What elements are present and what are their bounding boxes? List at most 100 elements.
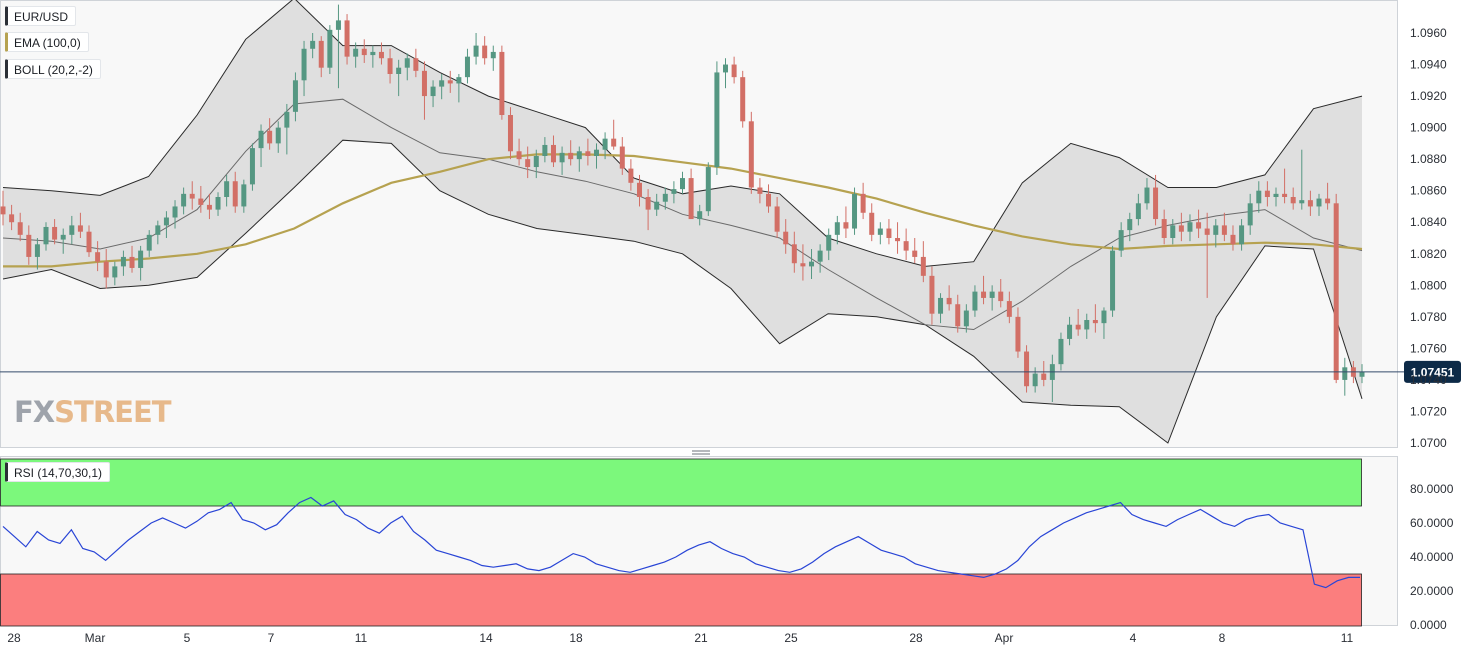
rsi-line <box>2 496 1360 589</box>
candle-body <box>1144 187 1150 204</box>
candle-body <box>1247 203 1253 226</box>
candle-body <box>1161 219 1167 238</box>
candle-body <box>258 130 264 149</box>
candle-body <box>688 178 694 220</box>
candle-body <box>267 130 273 144</box>
legend-rsi[interactable]: RSI (14,70,30,1) <box>5 462 111 482</box>
candle-body <box>456 77 462 84</box>
bollinger-middle-line <box>2 98 1363 331</box>
x-axis-tick: 28 <box>909 631 923 645</box>
candle-body <box>877 228 883 235</box>
candle-body <box>292 80 298 112</box>
candle-body <box>172 206 178 218</box>
price-axis-tick: 1.0740 <box>1410 373 1447 387</box>
bollinger-band-fill <box>3 0 1362 443</box>
candle-body <box>301 48 307 81</box>
candle-body <box>981 291 987 298</box>
legend-instrument[interactable]: EUR/USD <box>5 6 77 26</box>
candle-body <box>86 231 92 253</box>
candle-body <box>1110 250 1116 311</box>
candle-body <box>1075 324 1081 330</box>
price-axis-tick: 1.0960 <box>1410 26 1447 40</box>
candle-body <box>215 197 221 210</box>
candle-body <box>748 121 754 188</box>
candle-body <box>559 152 565 163</box>
candle-body <box>103 261 109 278</box>
candle-body <box>628 168 634 183</box>
logo-street: STREET <box>54 395 171 429</box>
candle-body <box>895 238 901 242</box>
candle-body <box>473 45 479 57</box>
candle-body <box>181 193 187 207</box>
candle-body <box>946 297 952 305</box>
price-axis-tick: 1.0940 <box>1410 58 1447 72</box>
candle-body <box>378 51 384 59</box>
x-axis-tick: 28 <box>7 631 21 645</box>
candle-body <box>1264 190 1270 197</box>
candle-body <box>576 151 582 160</box>
candle-body <box>284 111 290 128</box>
candle-body <box>1178 225 1184 232</box>
x-axis-tick: Mar <box>85 631 106 645</box>
candle-body <box>232 181 238 207</box>
candle-body <box>516 151 522 160</box>
candle-body <box>1153 187 1159 220</box>
candle-body <box>1239 225 1245 245</box>
candle-body <box>318 40 324 68</box>
candle-body <box>9 214 15 223</box>
candle-body <box>421 70 427 97</box>
rsi-overbought-zone <box>0 458 1362 507</box>
fxstreet-logo: FXSTREET <box>14 395 172 429</box>
x-axis-tick: Apr <box>995 631 1014 645</box>
candle-body <box>662 193 668 202</box>
candle-body <box>1127 219 1133 231</box>
candle-body <box>52 226 58 240</box>
candle-body <box>439 80 445 87</box>
candle-body <box>852 193 858 229</box>
candle-body <box>766 193 772 207</box>
candle-body <box>1221 225 1227 235</box>
candle-body <box>525 159 531 168</box>
candle-body <box>929 275 935 314</box>
candle-body <box>1015 316 1021 352</box>
legend-ema[interactable]: EMA (100,0) <box>5 32 89 52</box>
price-axis-tick: 1.0760 <box>1410 341 1447 355</box>
candle-body <box>198 198 204 205</box>
candle-body <box>138 250 144 268</box>
candle-body <box>249 148 255 185</box>
candle-body <box>989 291 995 298</box>
candle-body <box>241 184 247 207</box>
x-axis-tick: 11 <box>355 631 368 645</box>
rsi-axis-tick: 60.0000 <box>1410 516 1454 530</box>
legend-boll[interactable]: BOLL (20,2,-2) <box>5 59 101 79</box>
last-price-tag <box>1404 360 1461 383</box>
candle-body <box>723 64 729 73</box>
candle-body <box>809 261 815 267</box>
candle-body <box>1187 222 1193 232</box>
ema-line <box>3 153 1363 268</box>
candle-body <box>705 167 711 212</box>
candle-body <box>413 58 419 71</box>
candle-body <box>482 45 488 59</box>
candle-body <box>1213 225 1219 235</box>
candle-body <box>189 193 195 199</box>
candle-body <box>568 152 574 160</box>
price-axis-tick: 1.0880 <box>1410 152 1447 166</box>
candle-body <box>1359 372 1365 377</box>
x-axis-tick: 14 <box>479 631 493 645</box>
candle-body <box>1067 324 1073 339</box>
candle-body <box>206 204 212 210</box>
candle-body <box>275 127 281 144</box>
candle-body <box>955 304 961 327</box>
candle-body <box>1307 200 1313 207</box>
candle-body <box>912 250 918 257</box>
candle-body <box>697 211 703 220</box>
candle-body <box>636 182 642 197</box>
candle-body <box>1101 310 1107 324</box>
x-axis-tick: 25 <box>784 631 798 645</box>
logo-fx: FX <box>14 395 55 429</box>
rsi-axis-tick: 0.0000 <box>1410 618 1447 632</box>
price-axis-tick: 1.0700 <box>1410 436 1447 450</box>
candle-body <box>963 310 969 327</box>
